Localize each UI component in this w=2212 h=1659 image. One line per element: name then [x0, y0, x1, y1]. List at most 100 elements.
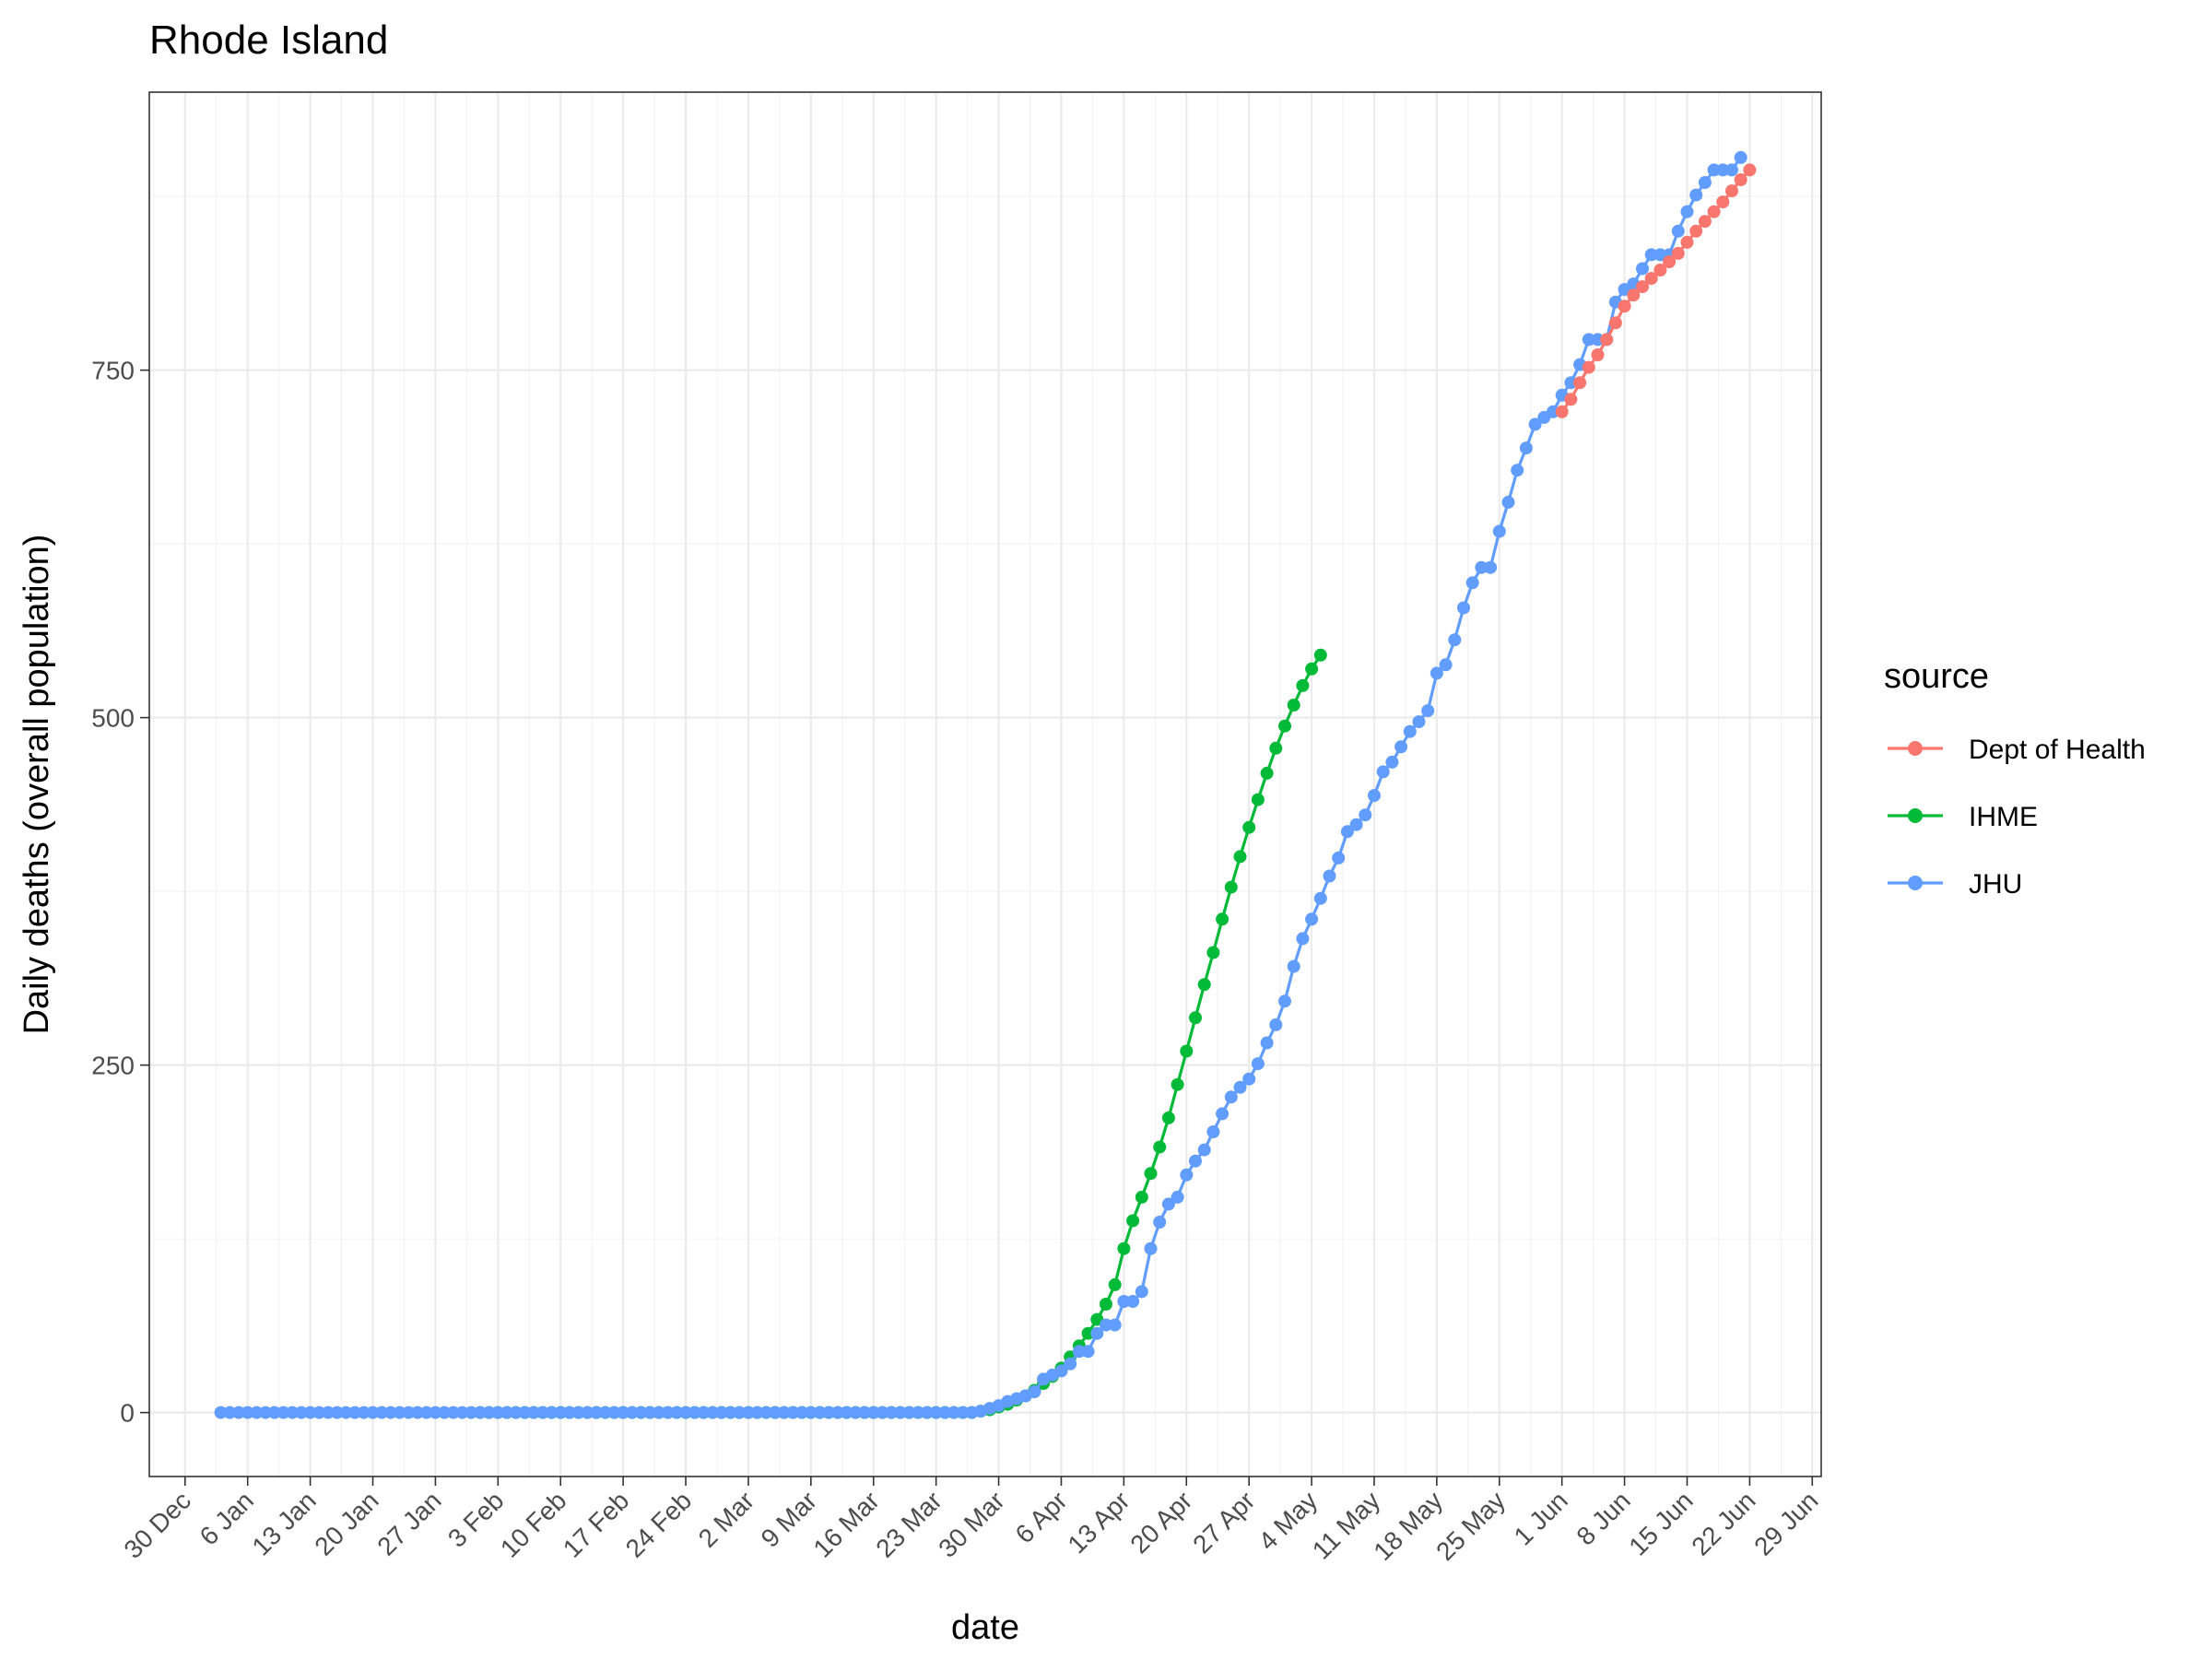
data-point-ihme: [1153, 1140, 1167, 1154]
data-point-jhu: [267, 1406, 281, 1419]
data-point-jhu: [1233, 1080, 1247, 1094]
data-point-jhu: [1242, 1072, 1256, 1086]
data-point-ihme: [1224, 880, 1238, 894]
data-point-ihme: [1197, 978, 1211, 992]
data-point-jhu: [1394, 740, 1408, 754]
x-tick-label: 10 Feb: [495, 1486, 572, 1563]
data-point-dept-of-health: [1653, 264, 1667, 276]
data-point-ihme: [1144, 1167, 1158, 1181]
data-point-jhu: [724, 1406, 737, 1419]
data-point-ihme: [1251, 793, 1265, 806]
data-point-jhu: [1653, 248, 1667, 262]
data-point-dept-of-health: [1707, 205, 1721, 218]
data-point-jhu: [1689, 188, 1703, 202]
y-axis: 0 250 500 750: [91, 357, 149, 1428]
data-point-jhu: [830, 1406, 844, 1419]
data-point-jhu: [402, 1406, 416, 1419]
legend: source Dept of Health IHME JHU: [1884, 657, 2146, 900]
data-point-jhu: [1206, 1125, 1220, 1138]
data-point-jhu: [1278, 994, 1291, 1008]
data-point-jhu: [509, 1406, 523, 1419]
data-point-jhu: [581, 1406, 594, 1419]
data-point-jhu: [866, 1406, 880, 1419]
data-point-jhu: [697, 1406, 711, 1419]
x-tick-label: 16 Mar: [807, 1486, 885, 1563]
data-point-jhu: [1421, 704, 1435, 718]
data-point-dept-of-health: [1680, 235, 1694, 249]
legend-key-point: [1908, 741, 1923, 756]
y-tick-label: 250: [91, 1052, 135, 1080]
legend-title: source: [1884, 657, 1989, 696]
data-point-ihme: [1287, 699, 1300, 712]
data-point-jhu: [652, 1406, 665, 1419]
x-tick-label: 2 Mar: [693, 1486, 760, 1553]
data-point-jhu: [625, 1406, 639, 1419]
data-point-jhu: [1519, 441, 1533, 455]
data-point-jhu: [777, 1406, 791, 1419]
x-tick-label: 25 May: [1430, 1486, 1511, 1566]
data-point-jhu: [1100, 1318, 1112, 1332]
data-point-jhu: [929, 1406, 943, 1419]
legend-key-point: [1908, 808, 1923, 823]
data-point-jhu: [1430, 666, 1443, 680]
data-point-jhu: [500, 1406, 513, 1419]
data-point-jhu: [598, 1406, 612, 1419]
data-point-jhu: [554, 1406, 568, 1419]
data-point-jhu: [1680, 205, 1694, 218]
legend-label: JHU: [1969, 869, 2022, 900]
data-point-ihme: [1278, 719, 1291, 733]
data-point-jhu: [419, 1406, 433, 1419]
data-point-jhu: [473, 1406, 487, 1419]
data-point-jhu: [1180, 1168, 1194, 1182]
data-point-jhu: [1501, 495, 1515, 509]
data-point-jhu: [1582, 333, 1595, 347]
legend-item-dept-of-health: Dept of Health: [1888, 735, 2146, 765]
data-point-jhu: [786, 1406, 800, 1419]
data-point-dept-of-health: [1564, 393, 1578, 406]
data-point-jhu: [1492, 524, 1506, 538]
y-tick-label: 750: [91, 357, 135, 385]
x-tick-label: 22 Jun: [1686, 1486, 1760, 1560]
data-point-jhu: [535, 1406, 549, 1419]
data-point-jhu: [759, 1406, 773, 1419]
data-point-jhu: [1081, 1345, 1095, 1359]
data-point-jhu: [339, 1406, 353, 1419]
data-point-jhu: [840, 1406, 853, 1419]
data-point-jhu: [902, 1406, 916, 1419]
data-point-jhu: [1403, 724, 1417, 738]
x-tick-label: 18 May: [1368, 1486, 1448, 1566]
data-point-jhu: [714, 1406, 728, 1419]
data-point-jhu: [1448, 633, 1462, 647]
data-point-dept-of-health: [1671, 246, 1685, 260]
x-tick-label: 30 Dec: [118, 1486, 196, 1564]
data-point-jhu: [1269, 1018, 1283, 1031]
legend-label: Dept of Health: [1969, 735, 2146, 765]
data-point-ihme: [1206, 946, 1220, 959]
data-point-jhu: [438, 1406, 452, 1419]
data-point-jhu: [330, 1406, 344, 1419]
data-point-jhu: [733, 1406, 747, 1419]
x-tick-label: 13 Jan: [246, 1486, 321, 1560]
minor-gridlines: [149, 92, 1821, 1477]
data-point-dept-of-health: [1644, 272, 1658, 286]
data-point-jhu: [411, 1406, 424, 1419]
data-point-jhu: [294, 1406, 308, 1419]
data-point-dept-of-health: [1743, 163, 1757, 177]
data-point-jhu: [1064, 1357, 1077, 1371]
data-point-ihme: [1305, 662, 1319, 676]
data-point-dept-of-health: [1618, 300, 1631, 313]
data-point-dept-of-health: [1716, 195, 1730, 209]
data-point-jhu: [1716, 163, 1730, 177]
data-point-ihme: [1135, 1190, 1148, 1204]
x-tick-label: 20 Apr: [1124, 1486, 1197, 1559]
data-point-dept-of-health: [1555, 405, 1569, 418]
x-tick-label: 30 Mar: [933, 1486, 1010, 1563]
data-point-jhu: [1287, 959, 1300, 973]
x-tick-label: 17 Feb: [558, 1486, 635, 1563]
series-dept-of-health: [1555, 163, 1757, 418]
data-point-jhu: [643, 1406, 657, 1419]
legend-item-ihme: IHME: [1888, 802, 2038, 832]
data-point-dept-of-health: [1698, 215, 1712, 229]
data-point-jhu: [1412, 715, 1426, 729]
